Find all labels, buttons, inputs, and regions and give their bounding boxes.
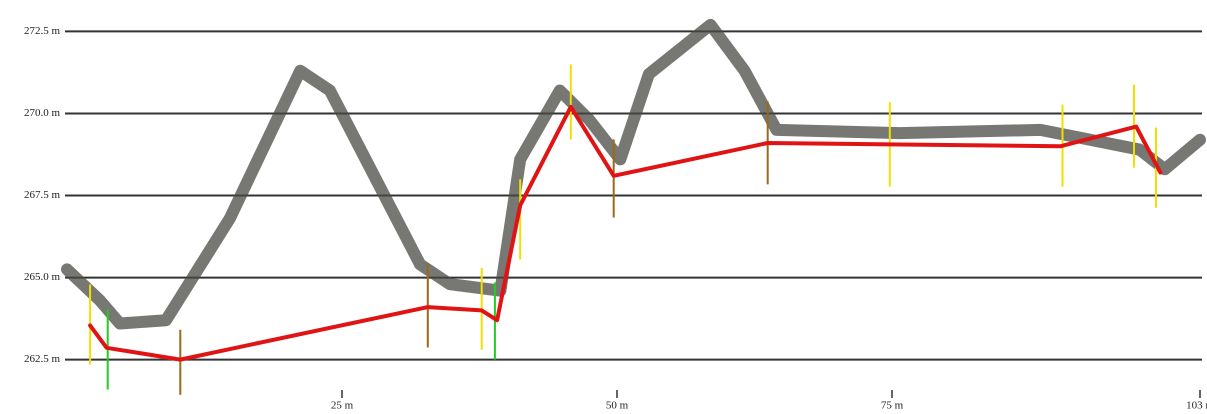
x-tick-label: 25 m: [331, 400, 354, 412]
y-tick-label: 267.5 m: [24, 189, 61, 201]
x-tick-label: 103 m: [1186, 400, 1207, 412]
y-tick-label: 262.5 m: [24, 353, 61, 365]
x-tick-label: 50 m: [606, 400, 629, 412]
x-tick-label: 75 m: [881, 400, 904, 412]
y-tick-label: 265.0 m: [24, 271, 61, 283]
page: 262.5 m 265.0 m 267.5 m 270.0 m 272.5 m 25 m 5…: [0, 0, 1207, 414]
y-tick-label: 270.0 m: [24, 107, 61, 119]
chart: 262.5 m 265.0 m 267.5 m 270.0 m 272.5 m 25 m 5…: [0, 0, 1207, 414]
y-tick-label: 272.5 m: [24, 25, 61, 37]
series-line: [67, 25, 1200, 324]
